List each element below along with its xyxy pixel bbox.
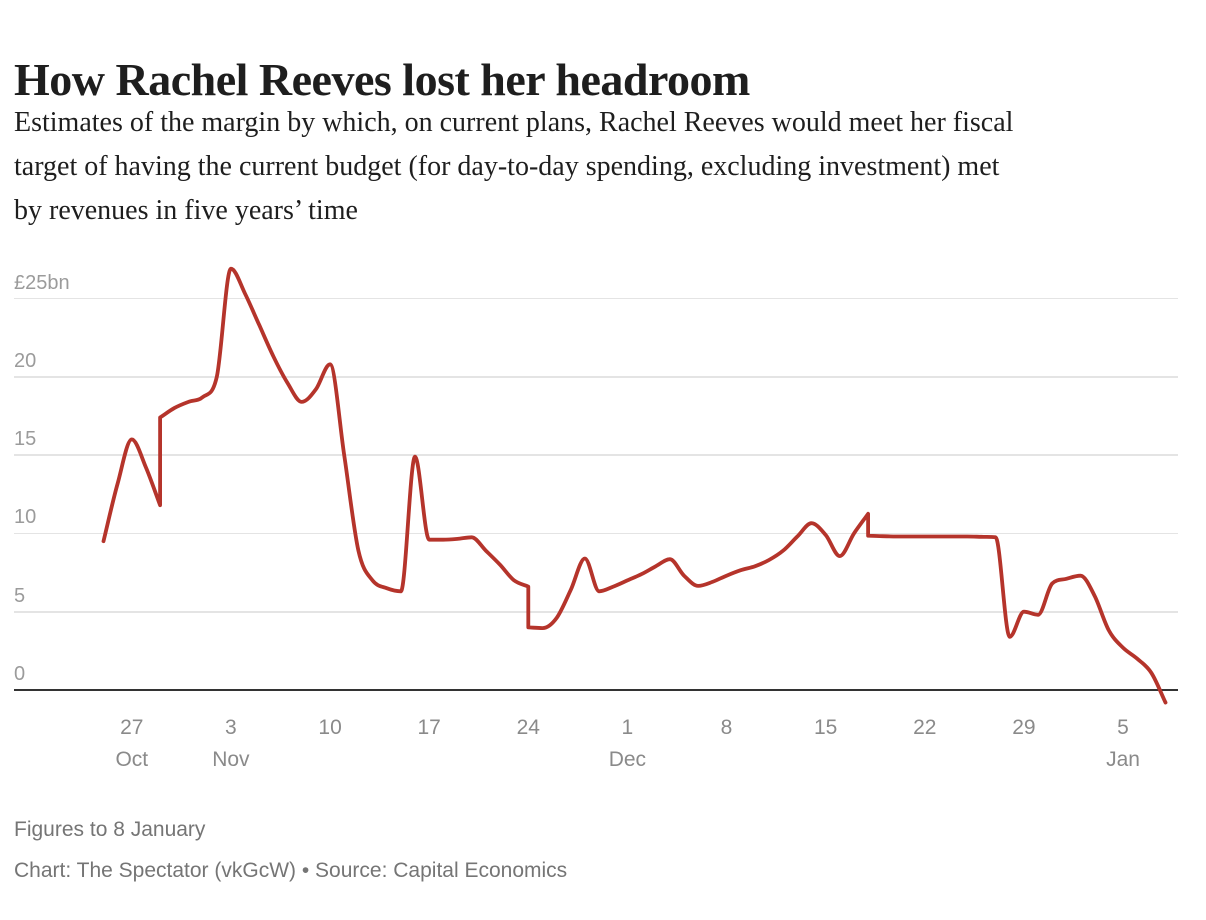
subtitle-line-2: target of having the current budget (for… [14, 151, 1000, 182]
x-axis-month-label: Dec [608, 748, 647, 771]
x-axis-tick-label: 24 [516, 716, 540, 739]
x-axis-tick-label: 29 [1012, 716, 1036, 739]
y-axis-label: 20 [14, 349, 37, 372]
gridline [14, 297, 1178, 300]
x-axis-month-label: Nov [212, 748, 250, 771]
subtitle-line-1: Estimates of the margin by which, on cur… [14, 107, 1014, 138]
subtitle-line-3: by revenues in five years’ time [14, 195, 358, 226]
y-axis-label: 15 [14, 428, 37, 451]
x-axis-tick-label: 22 [913, 716, 937, 739]
x-axis-tick-label: 8 [720, 716, 733, 739]
x-axis-tick-label: 17 [417, 716, 441, 739]
chart-subtitle: Estimates of the margin by which, on cur… [14, 101, 1194, 233]
x-axis-zero-line [14, 688, 1178, 692]
x-axis-tick-label: 10 [318, 716, 342, 739]
y-axis-label: £25bn [14, 271, 70, 294]
x-axis-tick-label: 27 [120, 716, 144, 739]
gridline [14, 454, 1178, 456]
gridline [14, 532, 1178, 535]
y-axis-label: 0 [14, 663, 26, 685]
credit-note: Chart: The Spectator (vkGcW) • Source: C… [14, 859, 568, 882]
headroom-line [101, 266, 1168, 705]
figures-note: Figures to 8 January [14, 818, 206, 841]
x-axis-month-label: Oct [115, 748, 149, 771]
x-axis-month-label: Jan [1106, 748, 1140, 771]
y-axis-label: 10 [14, 506, 37, 529]
x-axis-tick-label: 1 [621, 716, 634, 739]
gridline [14, 376, 1178, 378]
x-axis-tick-label: 15 [814, 716, 838, 739]
y-axis-label: 5 [14, 584, 26, 607]
x-axis-tick-label: 5 [1117, 716, 1129, 739]
gridline [14, 611, 1178, 613]
x-axis-tick-label: 3 [225, 716, 237, 739]
page-title: How Rachel Reeves lost her headroom [14, 53, 750, 105]
